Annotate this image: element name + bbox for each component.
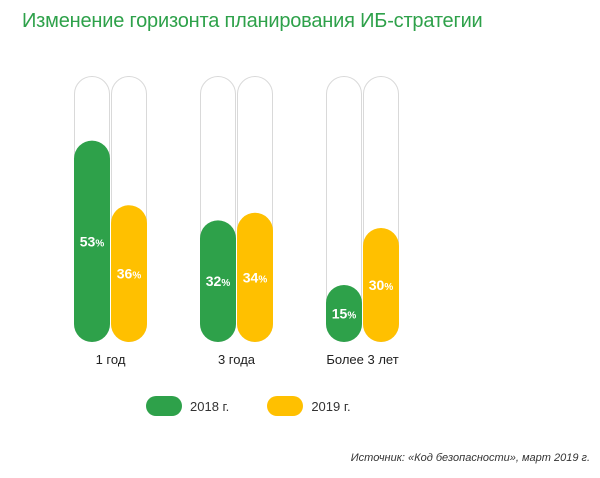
data-label: 32%	[206, 273, 231, 289]
data-label: 34%	[243, 269, 268, 285]
source-note: Источник: «Код безопасности», март 2019 …	[350, 452, 590, 464]
legend: 2018 г. 2019 г.	[146, 396, 389, 416]
legend-swatch-2019	[267, 396, 304, 416]
legend-label-2019: 2019 г.	[311, 398, 351, 414]
bar-2019-1	[111, 205, 147, 342]
legend-item-2018: 2018 г.	[146, 396, 229, 416]
category-label: 1 год	[96, 352, 126, 367]
data-label: 30%	[369, 277, 394, 293]
bar-2018-2	[200, 220, 236, 342]
category-label: Более 3 лет	[326, 352, 398, 367]
bar-2018-1	[74, 140, 110, 342]
chart-title: Изменение горизонта планирования ИБ-стра…	[22, 10, 483, 32]
bar-2019-2	[237, 212, 273, 342]
data-label: 36%	[117, 266, 142, 282]
bar-2018-3	[326, 285, 362, 342]
legend-item-2019: 2019 г.	[267, 396, 351, 416]
bar-2019-3	[363, 228, 399, 342]
category-label: 3 года	[218, 352, 256, 367]
legend-swatch-2018	[146, 396, 182, 416]
legend-label-2018: 2018 г.	[190, 398, 230, 414]
data-label: 53%	[80, 233, 105, 249]
data-label: 15%	[332, 306, 357, 322]
